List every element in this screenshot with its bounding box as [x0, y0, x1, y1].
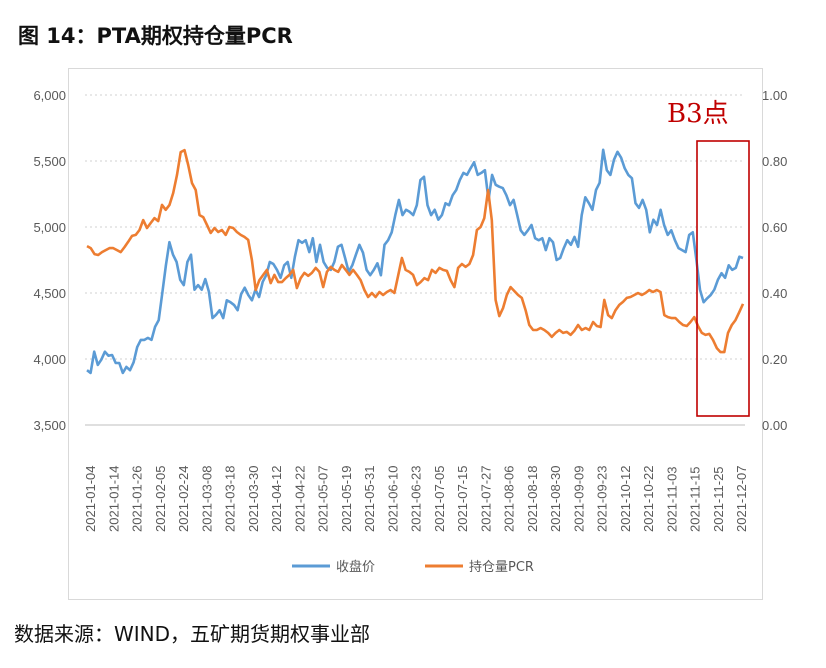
y-left-tick-label: 4,500 [33, 286, 66, 301]
figure-title: 图 14：PTA期权持仓量PCR [18, 24, 293, 48]
x-tick-label: 2021-05-31 [362, 466, 377, 533]
x-tick-label: 2021-08-18 [525, 466, 540, 533]
y-right-tick-label: 0.00 [762, 418, 787, 433]
x-tick-label: 2021-10-22 [641, 466, 656, 533]
x-tick-label: 2021-07-27 [478, 466, 493, 533]
x-tick-label: 2021-11-15 [688, 466, 703, 532]
x-tick-label: 2021-02-05 [153, 466, 168, 533]
y-left-tick-label: 3,500 [33, 418, 66, 433]
y-left-tick-label: 4,000 [33, 352, 66, 367]
x-tick-label: 2021-03-08 [199, 466, 214, 533]
x-tick-label: 2021-06-10 [385, 466, 400, 533]
chart-frame [68, 68, 763, 600]
y-left-tick-label: 5,500 [33, 154, 66, 169]
legend-label-pcr: 持仓量PCR [469, 560, 534, 575]
legend: 收盘价 持仓量PCR [292, 559, 534, 575]
y-right-tick-label: 1.00 [762, 88, 787, 103]
x-tick-label: 2021-01-26 [130, 466, 145, 533]
y-left-tick-label: 5,000 [33, 220, 66, 235]
x-tick-label: 2021-01-14 [106, 466, 121, 533]
x-tick-label: 2021-11-03 [664, 466, 679, 532]
x-tick-label: 2021-04-12 [269, 466, 284, 533]
legend-label-price: 收盘价 [336, 559, 375, 575]
x-tick-label: 2021-12-07 [734, 466, 749, 533]
x-tick-label: 2021-06-23 [409, 466, 424, 533]
x-tick-label: 2021-07-15 [455, 466, 470, 533]
x-tick-label: 2021-11-25 [711, 466, 726, 532]
x-tick-label: 2021-04-22 [292, 466, 307, 533]
series-line-close-price [86, 148, 744, 375]
y-left-tick-label: 6,000 [33, 88, 66, 103]
y-right-tick-label: 0.80 [762, 154, 787, 169]
y-right-tick-label: 0.40 [762, 286, 787, 301]
annotation-label: B3点 [667, 99, 729, 129]
x-tick-label: 2021-03-18 [223, 466, 238, 533]
x-tick-label: 2021-09-09 [571, 466, 586, 533]
x-tick-label: 2021-03-30 [246, 466, 261, 533]
x-tick-label: 2021-07-05 [432, 466, 447, 533]
x-tick-label: 2021-05-19 [339, 466, 354, 533]
x-tick-label: 2021-10-12 [618, 466, 633, 533]
source-note: 数据来源：WIND，五矿期货期权事业部 [14, 622, 371, 646]
x-tick-label: 2021-08-30 [548, 466, 563, 533]
x-tick-label: 2021-09-23 [595, 466, 610, 533]
x-tick-label: 2021-08-06 [502, 466, 517, 533]
x-tick-label: 2021-02-24 [176, 466, 191, 533]
y-right-tick-label: 0.60 [762, 220, 787, 235]
highlight-box [696, 140, 750, 417]
y-right-tick-label: 0.20 [762, 352, 787, 367]
x-tick-label: 2021-01-04 [83, 466, 98, 533]
x-tick-label: 2021-05-07 [316, 466, 331, 533]
series-line-pcr [86, 148, 745, 354]
